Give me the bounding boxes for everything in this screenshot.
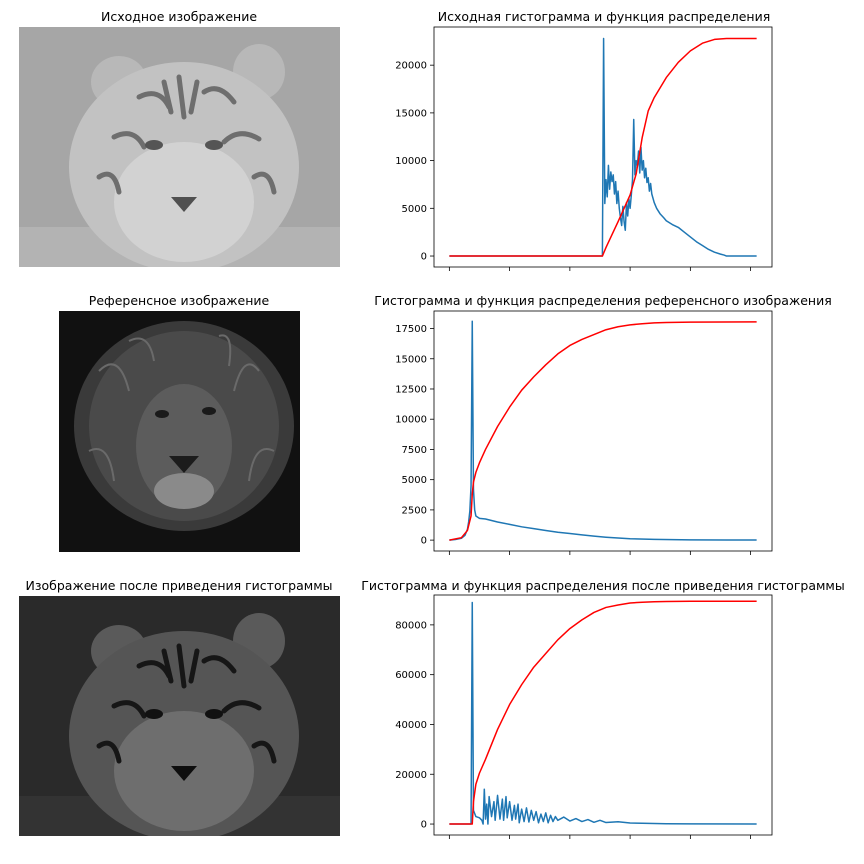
y-tick-label: 15000 — [395, 108, 427, 119]
y-tick-label: 2500 — [402, 505, 427, 516]
histogram-line — [449, 320, 757, 541]
chart-original: 05010015020025005000100001500020000 — [375, 22, 775, 285]
y-tick-label: 80000 — [395, 620, 427, 631]
y-tick-label: 15000 — [395, 354, 427, 365]
chart-matched: 050100150200250020000400006000080000 — [375, 590, 775, 853]
chart-title-matched: Гистограмма и функция распределения посл… — [361, 578, 845, 593]
y-tick-label: 20000 — [395, 770, 427, 781]
cdf-line — [449, 37, 757, 257]
cdf-line — [449, 321, 757, 541]
histogram-line — [449, 601, 757, 825]
y-tick-label: 7500 — [402, 445, 427, 456]
y-tick-label: 0 — [421, 252, 427, 263]
y-tick-label: 20000 — [395, 61, 427, 72]
chart-title-reference: Гистограмма и функция распределения рефе… — [374, 293, 832, 308]
cdf-line — [449, 600, 757, 825]
histogram-line — [449, 37, 757, 257]
axes-frame — [433, 26, 773, 268]
lion-dark-illustration — [59, 311, 300, 552]
y-tick-label: 5000 — [402, 475, 427, 486]
y-tick-label: 5000 — [402, 204, 427, 215]
y-tick-label: 0 — [421, 536, 427, 547]
chart-svg: 0501001502002500250050007500100001250015… — [395, 310, 773, 569]
reference-lion-image — [59, 311, 300, 552]
tiger-dark-illustration — [19, 596, 340, 836]
original-tiger-image — [19, 27, 340, 267]
y-tick-label: 10000 — [395, 415, 427, 426]
chart-svg: 05010015020025005000100001500020000 — [395, 26, 773, 285]
axes-frame — [433, 310, 773, 552]
y-tick-label: 60000 — [395, 670, 427, 681]
matched-tiger-image — [19, 596, 340, 836]
image-title-matched: Изображение после приведения гистограммы — [25, 578, 333, 593]
y-tick-label: 0 — [421, 820, 427, 831]
chart-svg: 050100150200250020000400006000080000 — [395, 594, 773, 853]
tiger-light-illustration — [19, 27, 340, 267]
y-tick-label: 12500 — [395, 384, 427, 395]
y-tick-label: 10000 — [395, 156, 427, 167]
axes-frame — [433, 594, 773, 836]
y-tick-label: 40000 — [395, 720, 427, 731]
chart-title-original: Исходная гистограмма и функция распредел… — [437, 9, 771, 24]
y-tick-label: 17500 — [395, 324, 427, 335]
image-title-reference: Референсное изображение — [88, 293, 270, 308]
image-title-original: Исходное изображение — [100, 9, 258, 24]
chart-reference: 0501001502002500250050007500100001250015… — [375, 306, 775, 569]
